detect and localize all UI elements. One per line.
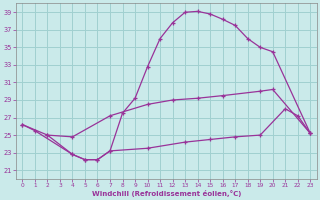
X-axis label: Windchill (Refroidissement éolien,°C): Windchill (Refroidissement éolien,°C) bbox=[92, 190, 241, 197]
